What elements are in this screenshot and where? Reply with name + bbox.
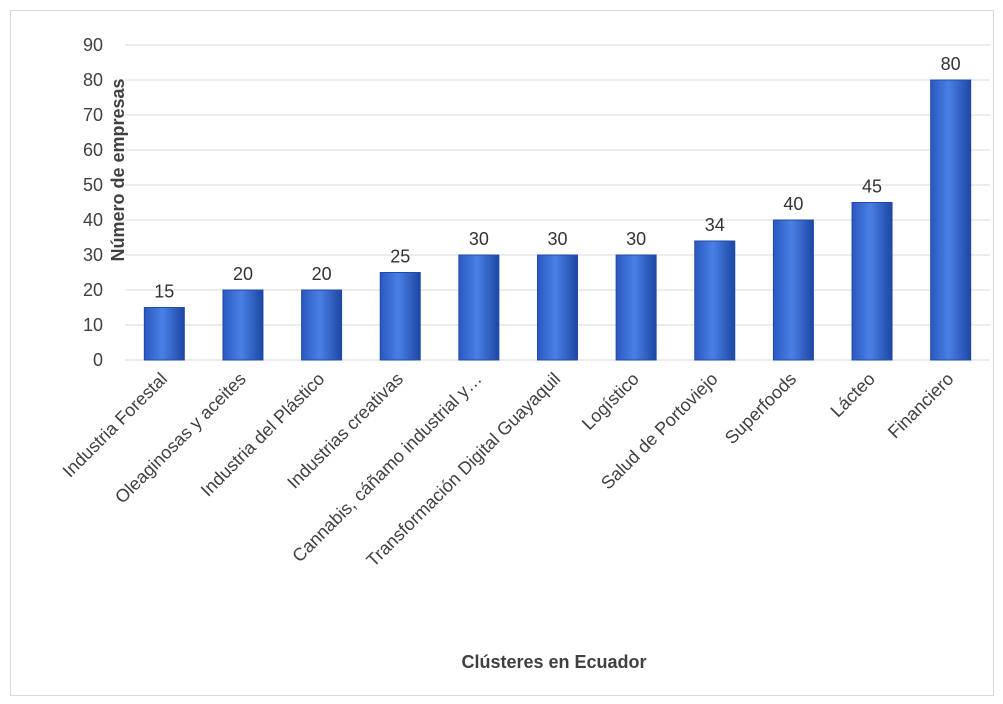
bar: [301, 289, 343, 361]
data-label: 20: [312, 264, 332, 284]
data-label: 80: [941, 54, 961, 74]
data-label: 34: [705, 215, 725, 235]
bar: [851, 202, 893, 361]
y-tick-label: 80: [83, 70, 103, 90]
x-category-label: Financiero: [884, 369, 958, 443]
y-tick-label: 70: [83, 105, 103, 125]
data-label: 45: [862, 177, 882, 197]
y-tick-label: 60: [83, 140, 103, 160]
x-category-label: Superfoods: [721, 369, 800, 448]
bar: [143, 307, 185, 361]
y-tick-label: 90: [83, 35, 103, 55]
x-axis-title: Clústeres en Ecuador: [461, 652, 646, 672]
gridlines: [125, 44, 990, 361]
data-label: 30: [626, 229, 646, 249]
y-tick-label: 0: [93, 350, 103, 370]
x-category-label: Lácteo: [827, 369, 879, 421]
x-category-label: Logístico: [578, 369, 643, 434]
x-category-label: Oleaginosas y aceites: [111, 369, 250, 508]
bar: [772, 219, 814, 361]
bar: [694, 240, 736, 361]
data-label: 30: [547, 229, 567, 249]
y-tick-label: 20: [83, 280, 103, 300]
bar: [458, 254, 500, 361]
y-axis-title: Número de empresas: [108, 78, 128, 261]
data-label: 15: [154, 282, 174, 302]
y-tick-label: 30: [83, 245, 103, 265]
y-tick-label: 10: [83, 315, 103, 335]
data-label: 40: [783, 194, 803, 214]
y-tick-label: 40: [83, 210, 103, 230]
data-label: 20: [233, 264, 253, 284]
bar: [615, 254, 657, 361]
y-tick-label: 50: [83, 175, 103, 195]
bars: [143, 79, 972, 361]
bar: [537, 254, 578, 361]
bar: [222, 289, 264, 361]
data-label: 25: [390, 247, 410, 267]
y-axis-ticks: 0 10 20 30 40 50 60 70 80 90: [83, 35, 103, 370]
data-labels: 15 20 20 25 30 30 30 34 40 45 80: [154, 54, 960, 302]
data-label: 30: [469, 229, 489, 249]
bar: [930, 79, 972, 361]
bar: [379, 272, 421, 361]
